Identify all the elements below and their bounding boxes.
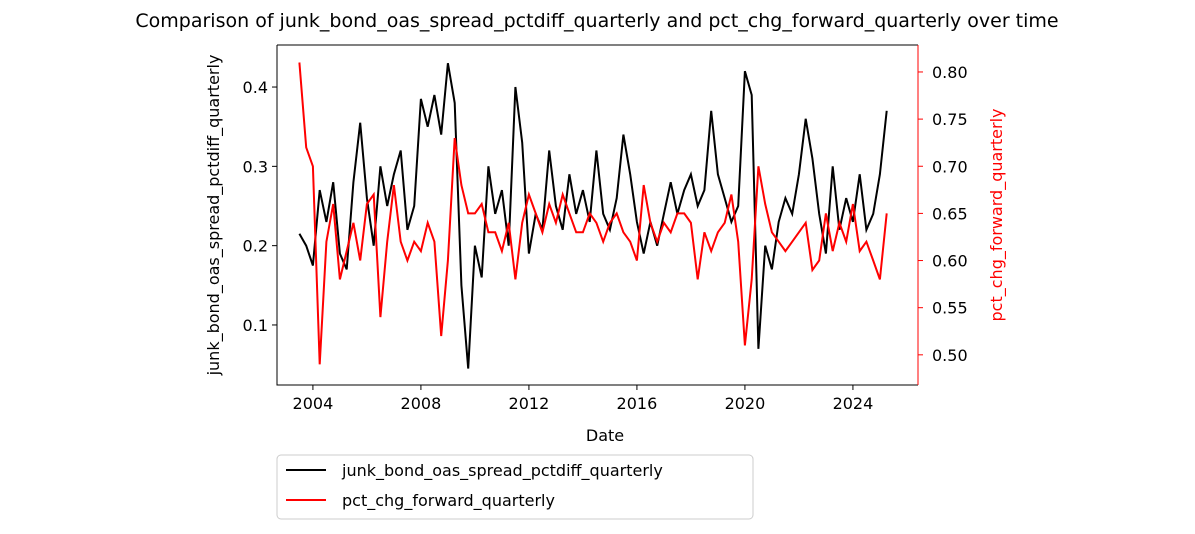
y2-tick-label: 0.60	[932, 252, 968, 271]
x-tick-label: 2024	[833, 394, 874, 413]
y2-tick-label: 0.55	[932, 299, 968, 318]
chart-title: Comparison of junk_bond_oas_spread_pctdi…	[135, 10, 1058, 32]
y2-tick-label: 0.50	[932, 346, 968, 365]
y-tick-label: 0.4	[243, 78, 268, 97]
axes-frame	[276, 45, 918, 386]
y-tick-label: 0.2	[243, 237, 268, 256]
y-tick-label: 0.1	[243, 316, 268, 335]
x-tick-label: 2004	[293, 394, 334, 413]
line-series	[298, 62, 888, 365]
x-tick-label: 2016	[617, 394, 658, 413]
legend-label: pct_chg_forward_quarterly	[342, 491, 555, 511]
y2-tick-label: 0.80	[932, 63, 968, 82]
y-axis-label: junk_bond_oas_spread_pctdiff_quarterly	[204, 55, 224, 377]
y2-tick-label: 0.70	[932, 157, 968, 176]
line-series	[298, 63, 888, 369]
y2-tick-label: 0.75	[932, 110, 968, 129]
y-tick-label: 0.3	[243, 157, 268, 176]
x-tick-label: 2008	[401, 394, 442, 413]
x-axis-label: Date	[586, 426, 624, 445]
x-tick-label: 2020	[725, 394, 766, 413]
y2-tick-label: 0.65	[932, 204, 968, 223]
legend-label: junk_bond_oas_spread_pctdiff_quarterly	[341, 461, 663, 481]
x-tick-label: 2012	[509, 394, 550, 413]
legend-box	[276, 454, 754, 520]
y2-axis-label: pct_chg_forward_quarterly	[987, 109, 1007, 322]
